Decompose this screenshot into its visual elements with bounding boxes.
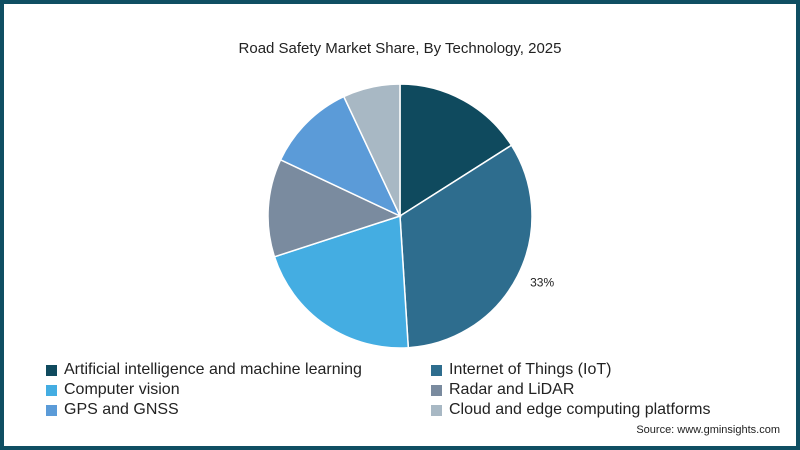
legend-item-5: GPS and GNSS xyxy=(46,401,179,419)
legend-item-3: Computer vision xyxy=(46,381,180,399)
pie-slice-6 xyxy=(342,83,401,217)
pie-slice-1 xyxy=(399,83,513,218)
pie-slice-3 xyxy=(273,214,410,349)
legend-label: GPS and GNSS xyxy=(64,401,179,418)
pie-slice-5 xyxy=(279,95,402,218)
legend-swatch xyxy=(46,364,57,376)
legend-item-6: Cloud and edge computing platforms xyxy=(431,401,711,419)
legend-swatch xyxy=(46,384,57,396)
legend-swatch xyxy=(431,404,442,416)
legend-label: Artificial intelligence and machine lear… xyxy=(64,361,362,378)
legend-item-2: Internet of Things (IoT) xyxy=(431,361,611,379)
pie-chart: 33% xyxy=(267,83,554,349)
legend-label: Cloud and edge computing platforms xyxy=(449,401,711,418)
legend-swatch xyxy=(431,384,442,396)
chart-title: Road Safety Market Share, By Technology,… xyxy=(238,40,562,57)
legend-label: Computer vision xyxy=(64,381,180,398)
slice-data-label: 33% xyxy=(530,275,554,289)
legend-swatch xyxy=(431,364,442,376)
legend-item-1: Artificial intelligence and machine lear… xyxy=(46,361,362,379)
pie-slice-4 xyxy=(267,158,403,258)
source-note: Source: www.gminsights.com xyxy=(636,424,780,436)
pie-slice-2 xyxy=(399,144,533,349)
legend-label: Internet of Things (IoT) xyxy=(449,361,612,378)
legend-label: Radar and LiDAR xyxy=(449,381,575,398)
legend-item-4: Radar and LiDAR xyxy=(431,381,574,399)
legend-swatch xyxy=(46,404,57,416)
